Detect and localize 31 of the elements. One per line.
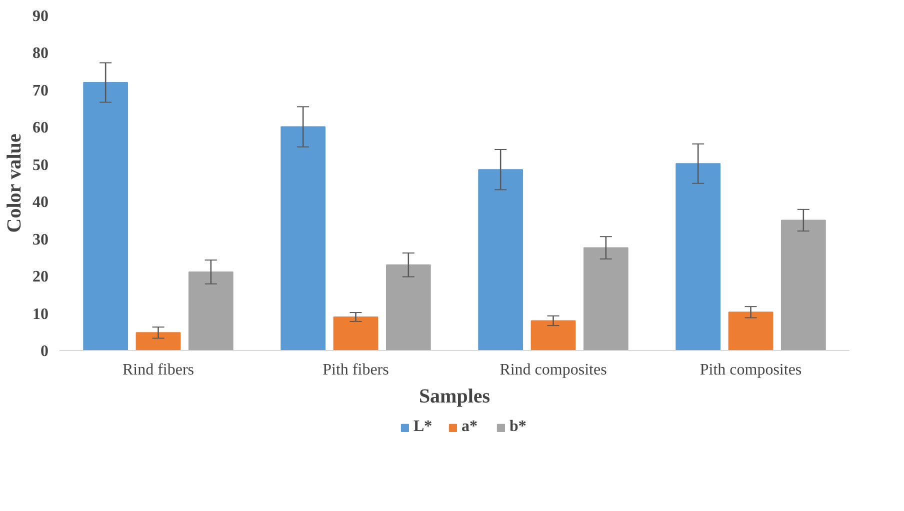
bar [188, 271, 234, 350]
x-tick-label: Rind fibers [122, 362, 194, 378]
legend-label: L* [414, 418, 434, 436]
y-tick-label: 90 [32, 8, 48, 25]
y-axis-title: Color value [4, 134, 26, 233]
y-tick-label: 30 [32, 231, 48, 248]
bar [676, 163, 721, 350]
x-axis-title: Samples [418, 386, 490, 408]
bar [780, 220, 826, 350]
x-tick-label: Pith composites [700, 362, 802, 378]
legend-label: a* [462, 418, 478, 436]
bar [530, 320, 576, 350]
legend-label: b* [510, 418, 528, 436]
bar [583, 247, 628, 350]
bar [478, 169, 524, 350]
bar [386, 264, 431, 350]
bar [728, 312, 774, 350]
y-tick-label: 50 [32, 156, 48, 174]
x-tick-label: Pith fibers [322, 362, 389, 378]
x-tick-label: Rind composites [500, 362, 607, 378]
y-tick-label: 0 [40, 343, 48, 360]
y-tick-label: 10 [32, 306, 48, 323]
y-tick-label: 40 [32, 194, 48, 212]
bar [83, 82, 128, 350]
y-tick-label: 80 [32, 45, 48, 62]
bar [333, 316, 378, 350]
bar [136, 332, 181, 350]
y-tick-label: 60 [32, 120, 48, 137]
y-tick-label: 20 [32, 268, 48, 286]
bar [280, 126, 326, 350]
y-tick-label: 70 [32, 82, 48, 100]
